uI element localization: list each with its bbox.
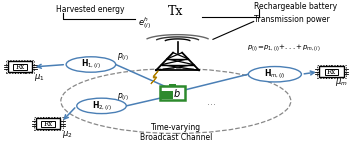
Text: Rechargeable battery: Rechargeable battery <box>254 2 337 11</box>
Bar <box>42 121 55 127</box>
Text: Rx: Rx <box>44 120 53 128</box>
Text: $p_{(i)}$: $p_{(i)}$ <box>117 51 129 63</box>
Text: $p_{(i)}$: $p_{(i)}$ <box>117 91 129 103</box>
Polygon shape <box>151 71 158 84</box>
Text: $\mathbf{H}_{m,(i)}$: $\mathbf{H}_{m,(i)}$ <box>264 67 286 81</box>
Bar <box>325 69 339 75</box>
Bar <box>34 117 63 130</box>
Text: $\mathbf{H}_{2,(i)}$: $\mathbf{H}_{2,(i)}$ <box>92 99 111 113</box>
Text: Tx: Tx <box>168 5 183 18</box>
Text: $b$: $b$ <box>173 87 180 99</box>
Text: Transmission power: Transmission power <box>254 15 330 24</box>
Text: $e^{h}_{(i)}$: $e^{h}_{(i)}$ <box>138 16 151 32</box>
Ellipse shape <box>248 66 302 82</box>
Bar <box>6 60 34 73</box>
Bar <box>8 61 32 72</box>
Text: Rx: Rx <box>327 68 336 76</box>
Text: Time-varying
Broadcast Channel: Time-varying Broadcast Channel <box>140 123 212 142</box>
Text: Rx: Rx <box>15 63 25 71</box>
Bar <box>317 65 346 78</box>
Text: $\mathbf{H}_{1,(i)}$: $\mathbf{H}_{1,(i)}$ <box>81 58 101 71</box>
Text: $p_{(i)}\!=\!p_{1,(i)}\!+\!...\!+\!p_{m,(i)}$: $p_{(i)}\!=\!p_{1,(i)}\!+\!...\!+\!p_{m,… <box>247 42 320 53</box>
Text: $\mu_m$: $\mu_m$ <box>335 77 348 88</box>
Bar <box>159 86 185 100</box>
Bar <box>320 66 344 77</box>
Text: Harvested energy: Harvested energy <box>56 5 124 14</box>
Bar <box>169 84 176 86</box>
Text: $\mu_1$: $\mu_1$ <box>34 72 44 83</box>
Bar <box>160 91 173 99</box>
Bar <box>36 118 60 129</box>
Ellipse shape <box>66 57 116 72</box>
Ellipse shape <box>77 98 126 114</box>
Text: ...: ... <box>207 97 216 107</box>
Text: $\mu_2$: $\mu_2$ <box>62 129 73 140</box>
Bar <box>13 64 27 70</box>
